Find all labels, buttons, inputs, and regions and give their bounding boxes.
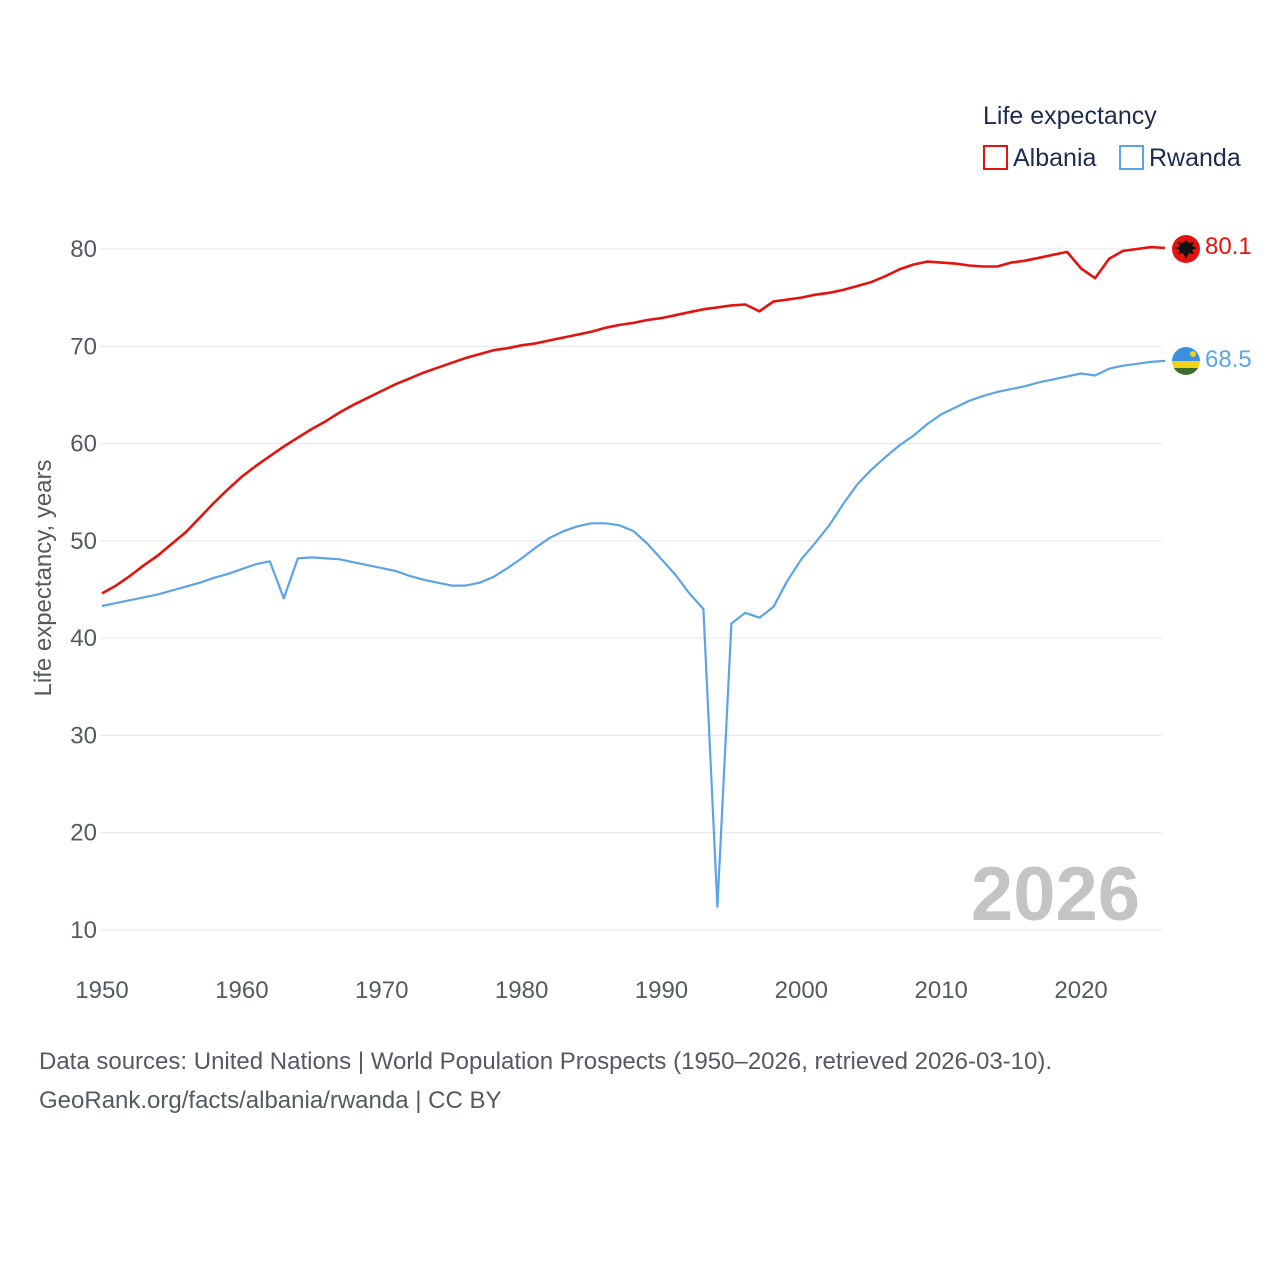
- year-stamp: 2026: [971, 852, 1140, 937]
- source-line-2[interactable]: GeoRank.org/facts/albania/rwanda | CC BY: [39, 1087, 501, 1114]
- legend-title: Life expectancy: [983, 102, 1157, 130]
- gridlines: [100, 248, 1162, 931]
- x-tick-label-2000: 2000: [775, 977, 828, 1004]
- y-axis-ticks: 10 20 30 40 50 60 70 80: [70, 236, 97, 944]
- y-tick-label-30: 30: [70, 722, 97, 749]
- x-tick-label-1950: 1950: [75, 977, 128, 1004]
- x-tick-label-2020: 2020: [1054, 977, 1107, 1004]
- y-tick-label-20: 20: [70, 820, 97, 847]
- legend-swatch-rwanda[interactable]: [1119, 145, 1144, 170]
- series-line-rwanda[interactable]: [101, 359, 1166, 908]
- series-lines: [101, 245, 1166, 908]
- source-line-1: Data sources: United Nations | World Pop…: [39, 1048, 1052, 1075]
- legend-swatch-albania[interactable]: [983, 145, 1008, 170]
- x-tick-label-2010: 2010: [915, 977, 968, 1004]
- legend: Life expectancy Albania Rwanda: [983, 102, 1241, 172]
- x-tick-label-1970: 1970: [355, 977, 408, 1004]
- series-line-albania[interactable]: [101, 245, 1166, 595]
- y-axis-title: Life expectancy, years: [30, 459, 57, 696]
- legend-label-albania[interactable]: Albania: [1013, 144, 1096, 172]
- end-label-albania: 80.1: [1205, 233, 1252, 260]
- rwanda-flag-icon: [1172, 347, 1200, 375]
- y-tick-label-60: 60: [70, 431, 97, 458]
- albania-flag-icon: [1172, 235, 1200, 263]
- y-tick-label-80: 80: [70, 236, 97, 263]
- x-tick-label-1960: 1960: [215, 977, 268, 1004]
- x-tick-label-1980: 1980: [495, 977, 548, 1004]
- x-tick-label-1990: 1990: [635, 977, 688, 1004]
- y-tick-label-40: 40: [70, 625, 97, 652]
- y-tick-label-50: 50: [70, 528, 97, 555]
- y-tick-label-70: 70: [70, 333, 97, 360]
- x-axis-ticks: 1950 1960 1970 1980 1990 2000 2010 2020: [75, 977, 1107, 1004]
- y-tick-label-10: 10: [70, 917, 97, 944]
- end-label-rwanda: 68.5: [1205, 346, 1252, 373]
- legend-label-rwanda[interactable]: Rwanda: [1149, 144, 1241, 172]
